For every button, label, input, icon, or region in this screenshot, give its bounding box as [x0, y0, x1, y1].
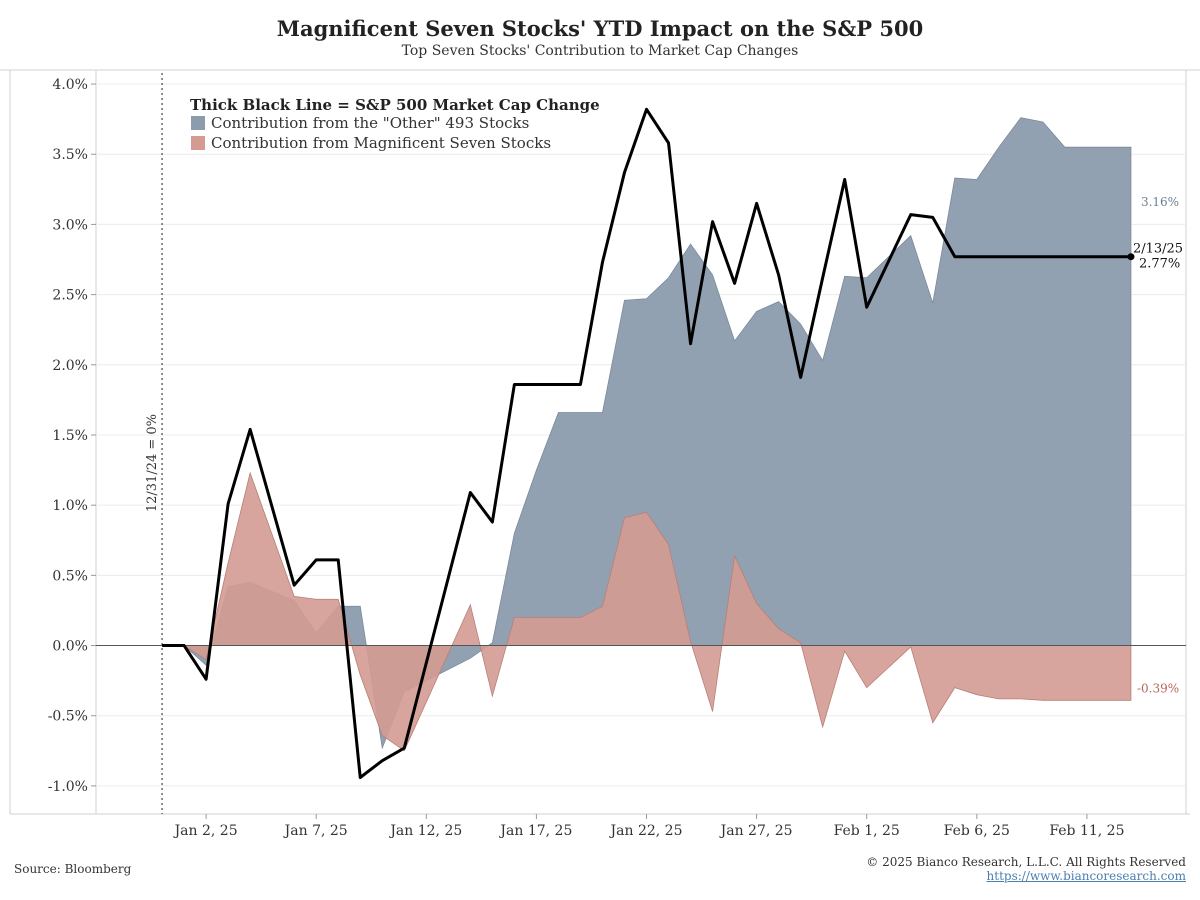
end-value-label: 2.77% — [1139, 257, 1180, 272]
y-tick-label: 1.0% — [52, 498, 88, 514]
area-magnificent-seven — [161, 471, 1132, 752]
x-tick-label: Jan 12, 25 — [388, 823, 462, 839]
x-tick-label: Jan 17, 25 — [498, 823, 572, 839]
website-link[interactable]: https://www.biancoresearch.com — [986, 869, 1186, 883]
x-tick-label: Feb 6, 25 — [944, 823, 1010, 839]
x-tick-label: Jan 7, 25 — [283, 823, 348, 839]
y-tick-label: 4.0% — [52, 77, 88, 93]
x-tick-label: Feb 1, 25 — [834, 823, 900, 839]
y-tick-label: 1.5% — [52, 428, 88, 444]
baseline-label: 12/31/24 = 0% — [145, 414, 160, 512]
legend-swatch — [191, 136, 205, 150]
x-tick-label: Feb 11, 25 — [1049, 823, 1124, 839]
y-tick-label: 2.0% — [52, 358, 88, 374]
mag7-end-label: -0.39% — [1137, 681, 1179, 695]
y-tick-label: -0.5% — [48, 709, 88, 725]
page-subtitle: Top Seven Stocks' Contribution to Market… — [401, 43, 799, 59]
y-tick-label: 0.0% — [52, 639, 88, 655]
end-date-label: 2/13/25 — [1133, 242, 1183, 257]
legend-swatch — [191, 116, 205, 130]
copyright-note: © 2025 Bianco Research, L.L.C. All Right… — [866, 855, 1186, 869]
page-title: Magnificent Seven Stocks' YTD Impact on … — [276, 16, 924, 41]
x-tick-label: Jan 22, 25 — [609, 823, 683, 839]
x-tick-label: Jan 2, 25 — [173, 823, 238, 839]
y-tick-label: 0.5% — [52, 568, 88, 584]
legend-header: Thick Black Line = S&P 500 Market Cap Ch… — [190, 96, 600, 114]
sp500-end-point — [1127, 253, 1135, 261]
y-tick-label: 3.0% — [52, 217, 88, 233]
y-tick-label: -1.0% — [48, 779, 88, 795]
legend-item-label: Contribution from the "Other" 493 Stocks — [211, 114, 529, 132]
other-end-label: 3.16% — [1141, 195, 1179, 209]
legend-item-label: Contribution from Magnificent Seven Stoc… — [211, 134, 551, 152]
y-tick-label: 3.5% — [52, 147, 88, 163]
source-note: Source: Bloomberg — [14, 862, 132, 876]
y-tick-label: 2.5% — [52, 288, 88, 304]
x-tick-label: Jan 27, 25 — [719, 823, 793, 839]
sp500-line — [162, 107, 1131, 779]
